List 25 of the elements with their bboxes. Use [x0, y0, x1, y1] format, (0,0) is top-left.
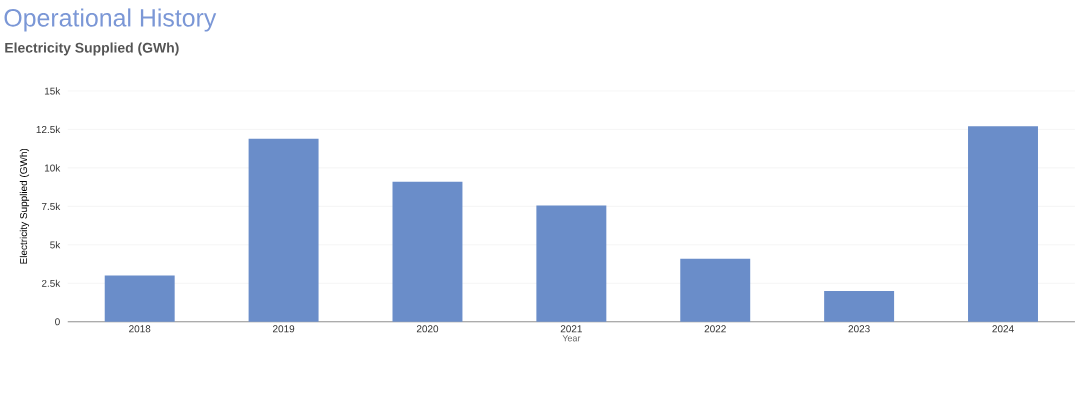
y-tick-label: 10k — [44, 164, 61, 172]
x-tick-label: 2018 — [129, 325, 151, 333]
bar — [968, 126, 1038, 322]
bar — [536, 205, 607, 322]
bar — [824, 291, 895, 322]
chart-title: Operational History — [4, 8, 217, 32]
x-axis-title: Year — [562, 335, 581, 342]
bar — [248, 138, 319, 322]
bar — [392, 181, 463, 322]
y-axis-title: Electricity Supplied (GWh) — [19, 149, 30, 264]
x-tick-label: 2024 — [992, 325, 1014, 333]
x-tick-label: 2019 — [273, 325, 295, 333]
y-tick-label: 7.5k — [41, 202, 61, 211]
y-tick-label: 0 — [55, 318, 60, 326]
x-tick-label: 2023 — [848, 325, 870, 333]
bar — [104, 275, 175, 322]
y-tick-label: 5k — [50, 241, 61, 249]
chart-subtitle: Electricity Supplied (GWh) — [5, 42, 179, 56]
y-tick-label: 2.5k — [41, 279, 61, 288]
y-tick-label: 12.5k — [36, 125, 61, 134]
y-tick-label: 15k — [44, 87, 61, 95]
x-tick-label: 2022 — [704, 325, 726, 333]
x-tick-label: 2021 — [560, 325, 582, 333]
bar — [680, 258, 751, 322]
x-tick-label: 2020 — [416, 325, 439, 333]
